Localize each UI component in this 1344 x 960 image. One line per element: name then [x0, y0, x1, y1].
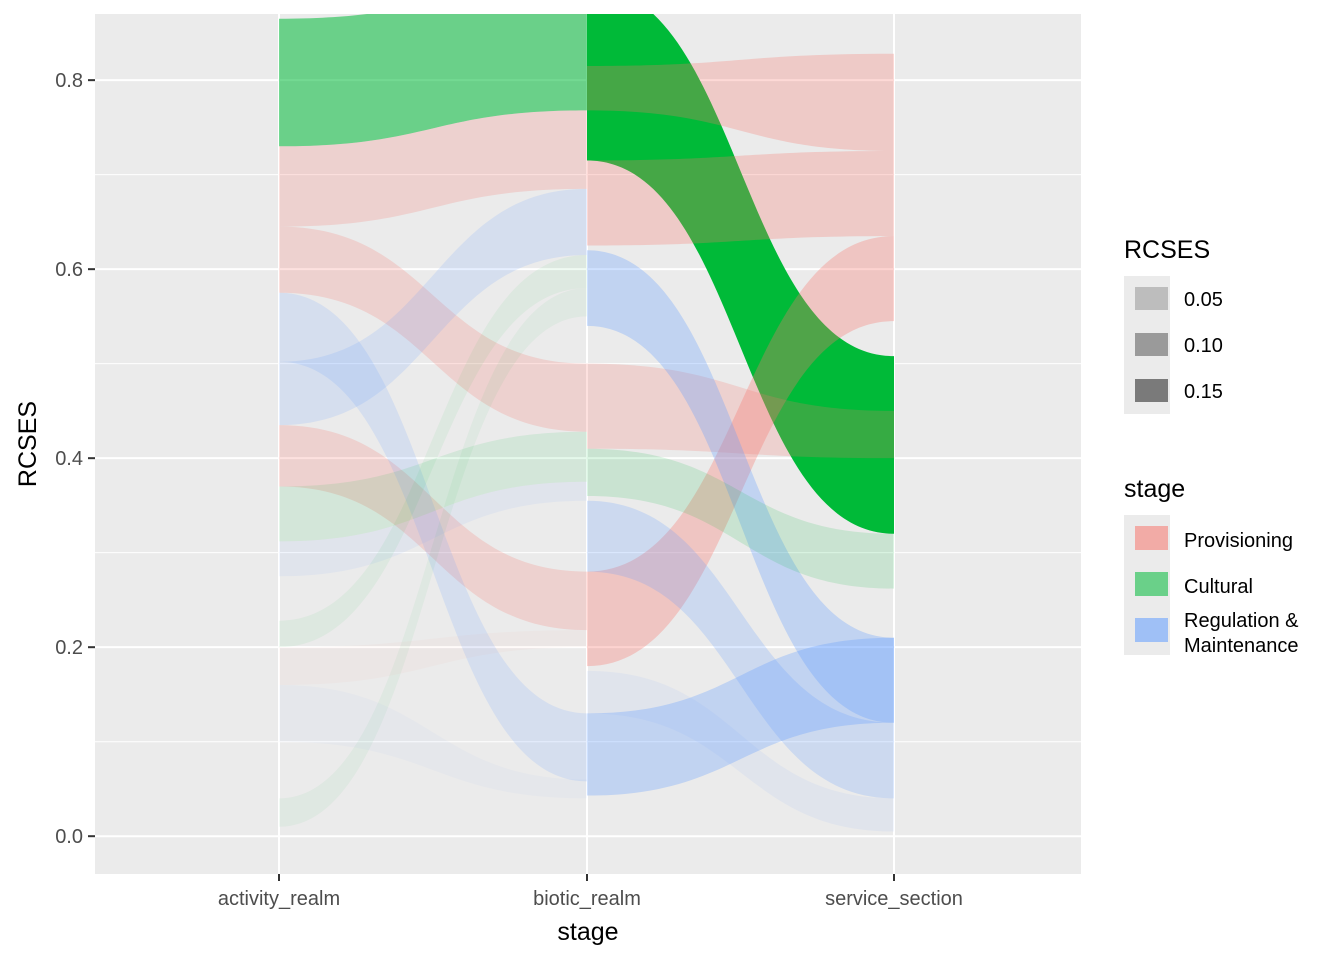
x-axis: activity_realm biotic_realm service_sectio… [218, 874, 963, 910]
y-tick-label: 0.0 [55, 826, 83, 848]
legend-label-alpha: 0.15 [1184, 381, 1223, 403]
y-tick-label: 0.2 [55, 637, 83, 659]
legend-key-fill [1135, 526, 1168, 550]
legend-key-alpha [1135, 287, 1168, 310]
flow-band [587, 363, 894, 459]
legend-key-fill [1135, 618, 1168, 642]
flow-band [279, 630, 587, 685]
legend: RCSES 0.05 0.10 0.15 stage Provisioning Cultur… [1124, 236, 1299, 657]
legend-label-fill: Regulation & Maintenance [1184, 610, 1299, 657]
y-axis: 0.0 0.2 0.4 0.6 0.8 [55, 70, 95, 848]
flow-band [587, 14, 894, 534]
flow-band [279, 481, 587, 577]
flow-band [279, 14, 587, 147]
legend-key-alpha [1135, 333, 1168, 356]
flow-band [279, 110, 587, 227]
x-tick-label: biotic_realm [533, 888, 641, 910]
flow-band [587, 236, 894, 667]
flow-band [279, 431, 587, 542]
x-tick-label: service_section [825, 888, 963, 910]
flow-band [587, 637, 894, 796]
flow-band [587, 53, 894, 152]
x-axis-title: stage [557, 918, 618, 946]
legend-key-alpha [1135, 379, 1168, 402]
flow-band [587, 500, 894, 799]
flow-band [279, 425, 587, 631]
legend-label-fill: Cultural [1184, 576, 1253, 598]
flow-bands [279, 14, 894, 832]
y-axis-title: RCSES [14, 401, 42, 487]
flow-band [587, 151, 894, 246]
y-tick-label: 0.6 [55, 259, 83, 281]
flow-band [279, 288, 587, 827]
flow-band [587, 448, 894, 589]
x-tick-label: activity_realm [218, 888, 340, 910]
y-tick-label: 0.8 [55, 70, 83, 92]
legend-title-fill: stage [1124, 475, 1185, 503]
flow-band [279, 684, 587, 799]
flow-band [587, 250, 894, 723]
legend-title-alpha: RCSES [1124, 236, 1210, 264]
y-tick-label: 0.4 [55, 448, 83, 470]
flow-band [279, 254, 587, 648]
flow-band [279, 292, 587, 782]
legend-label-alpha: 0.05 [1184, 289, 1223, 311]
legend-key-fill [1135, 572, 1168, 596]
legend-label-fill: Provisioning [1184, 530, 1293, 552]
flow-band [587, 670, 894, 832]
legend-label-alpha: 0.10 [1184, 335, 1223, 357]
flow-band [279, 226, 587, 432]
flow-band [279, 188, 587, 426]
